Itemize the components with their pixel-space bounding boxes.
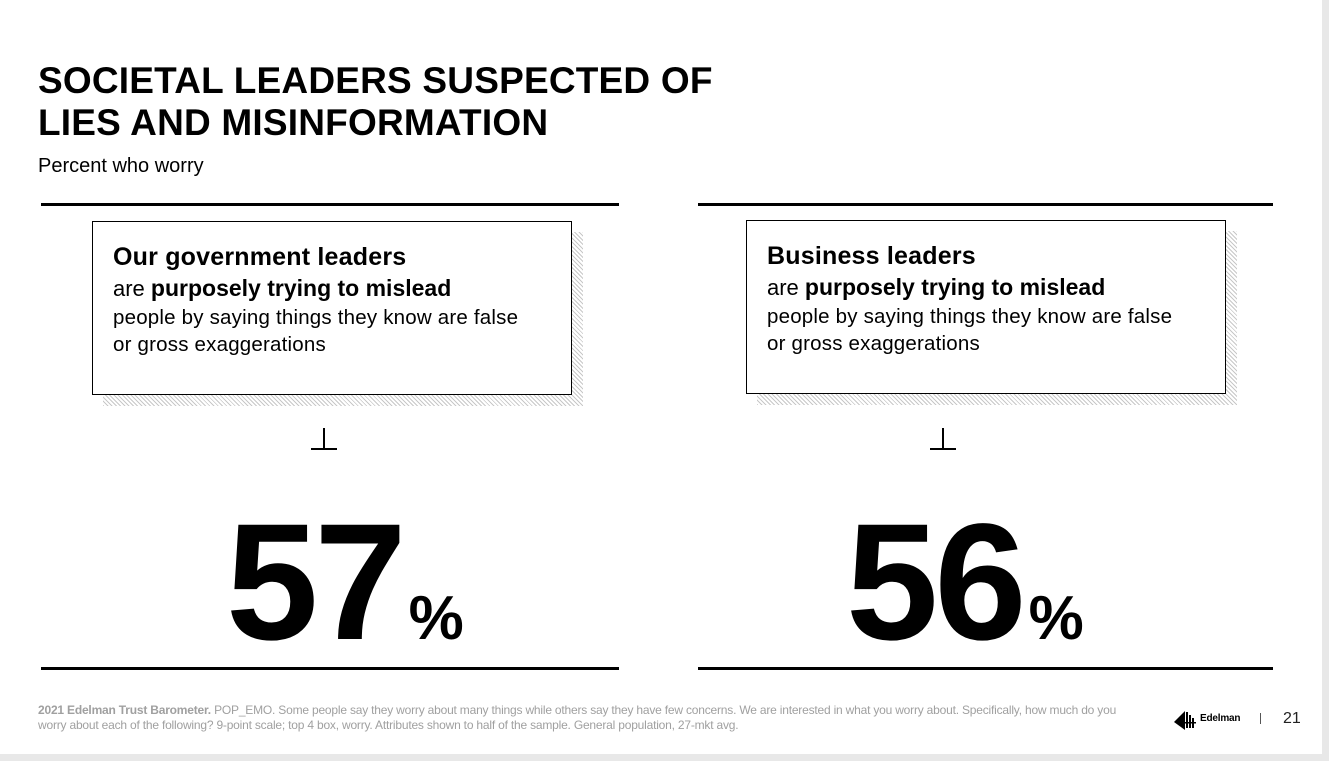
page-shadow xyxy=(1322,0,1329,761)
quote-line2: are purposely trying to mislead xyxy=(113,275,452,301)
stat-unit: % xyxy=(1028,584,1084,653)
top-rule-left xyxy=(41,203,619,206)
connector-tee-icon xyxy=(930,428,956,450)
bottom-rule-left xyxy=(41,667,619,670)
quote-box-government: Our government leaders are purposely try… xyxy=(92,221,572,395)
subtitle: Percent who worry xyxy=(38,155,204,177)
stat-value: 56 xyxy=(846,490,1027,675)
page-title: SOCIETAL LEADERS SUSPECTED OF LIES AND M… xyxy=(38,60,713,143)
stat-value: 57 xyxy=(226,490,407,675)
quote-heading: Business leaders xyxy=(767,242,976,270)
page-separator xyxy=(1260,713,1261,724)
stat-business: 56% xyxy=(846,500,1084,666)
top-rule-right xyxy=(698,203,1273,206)
edelman-logo-icon xyxy=(1174,711,1196,730)
quote-rest-line1: people by saying things they know are fa… xyxy=(113,306,519,329)
quote-line2: are purposely trying to mislead xyxy=(767,274,1106,300)
quote-rest-line1: people by saying things they know are fa… xyxy=(767,305,1173,328)
logo-text: Edelman xyxy=(1200,713,1241,724)
stat-government: 57% xyxy=(226,500,464,666)
connector-tee-icon xyxy=(311,428,337,450)
stat-unit: % xyxy=(408,584,464,653)
bottom-rule-right xyxy=(698,667,1273,670)
page-number: 21 xyxy=(1283,710,1301,727)
quote-rest-line2: or gross exaggerations xyxy=(767,332,980,355)
quote-box-business: Business leaders are purposely trying to… xyxy=(746,220,1226,394)
quote-rest-line2: or gross exaggerations xyxy=(113,333,326,356)
quote-heading: Our government leaders xyxy=(113,243,407,271)
page-shadow xyxy=(0,754,1329,761)
source-footnote: 2021 Edelman Trust Barometer. POP_EMO. S… xyxy=(38,703,1117,732)
